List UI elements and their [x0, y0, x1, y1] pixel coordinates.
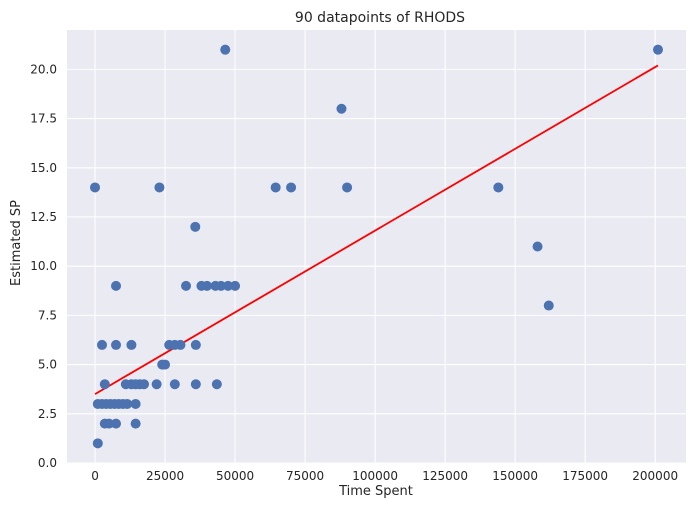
y-tick-label: 20.0	[30, 62, 57, 76]
data-point	[532, 241, 543, 252]
data-point	[175, 339, 186, 350]
y-tick-label: 0.0	[38, 456, 57, 470]
y-tick-label: 15.0	[30, 161, 57, 175]
data-point	[336, 103, 347, 114]
grid-lines	[67, 30, 686, 464]
data-point	[230, 280, 241, 291]
x-tick-label: 200000	[632, 469, 678, 483]
data-point	[99, 379, 110, 390]
trend-line	[94, 64, 659, 395]
data-point	[104, 418, 115, 429]
data-point	[130, 398, 141, 409]
x-tick-label: 150000	[492, 469, 538, 483]
trend-line-group	[94, 64, 659, 395]
x-axis-ticks: 0 25000 50000 75000 100000 125000 150000 175000…	[91, 469, 678, 483]
x-tick-label: 100000	[352, 469, 398, 483]
data-point	[139, 379, 150, 390]
y-tick-label: 10.0	[30, 259, 57, 273]
x-axis-label: Time Spent	[338, 484, 413, 499]
data-point	[111, 339, 122, 350]
data-point	[493, 182, 504, 193]
y-tick-label: 5.0	[38, 358, 57, 372]
x-tick-label: 175000	[562, 469, 608, 483]
data-point	[151, 379, 162, 390]
y-tick-label: 17.5	[30, 112, 57, 126]
data-point	[211, 379, 222, 390]
data-point	[126, 339, 137, 350]
data-point	[652, 44, 663, 55]
data-point	[190, 379, 201, 390]
data-point	[190, 339, 201, 350]
data-points	[90, 44, 663, 449]
chart-title: 90 datapoints of RHODS	[295, 10, 465, 26]
data-point	[169, 379, 180, 390]
data-point	[270, 182, 281, 193]
data-point	[111, 418, 122, 429]
data-point	[216, 280, 227, 291]
data-point	[111, 280, 122, 291]
data-point	[543, 300, 554, 311]
data-point	[130, 418, 141, 429]
data-point	[342, 182, 353, 193]
data-point	[220, 44, 231, 55]
x-tick-label: 25000	[146, 469, 184, 483]
x-tick-label: 125000	[422, 469, 468, 483]
data-point	[190, 221, 201, 232]
y-axis-label: Estimated SP	[9, 200, 24, 286]
data-point	[202, 280, 213, 291]
x-tick-label: 0	[91, 469, 99, 483]
plot-area	[67, 30, 686, 463]
y-tick-label: 7.5	[38, 308, 57, 322]
y-axis-ticks: 0.0 2.5 5.0 7.5 10.0 12.5 15.0 17.5 20.0	[30, 62, 57, 470]
data-point	[90, 182, 101, 193]
data-point	[122, 398, 133, 409]
x-tick-label: 50000	[216, 469, 254, 483]
data-point	[223, 280, 234, 291]
data-point	[286, 182, 297, 193]
data-point	[92, 438, 103, 449]
data-point	[181, 280, 192, 291]
y-tick-label: 2.5	[38, 407, 57, 421]
data-point	[154, 182, 165, 193]
data-point	[97, 339, 108, 350]
y-tick-label: 12.5	[30, 210, 57, 224]
data-point	[160, 359, 171, 370]
x-tick-label: 75000	[286, 469, 324, 483]
